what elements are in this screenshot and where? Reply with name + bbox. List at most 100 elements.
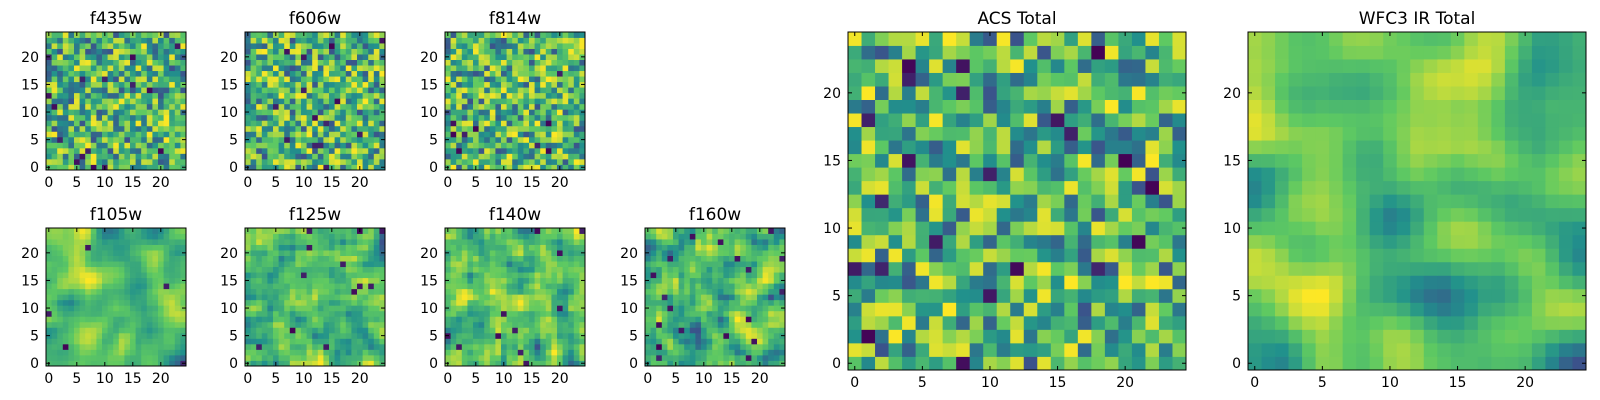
heatmap-cell [762,288,769,295]
heatmap-cell [956,207,971,222]
heatmap-cell [573,32,580,38]
heatmap-cell [267,277,274,284]
heatmap-cell [317,305,324,312]
heatmap-cell [256,244,263,251]
heatmap-cell [323,283,330,290]
heatmap-cell [267,332,274,339]
heatmap-cell [79,255,86,262]
heatmap-cell [146,98,153,105]
heatmap-cell [118,310,125,317]
heatmap-cell [118,239,125,245]
heatmap-cell [312,255,319,262]
heatmap-cell [489,343,496,350]
heatmap-cell [135,92,142,99]
heatmap-cell [152,158,159,165]
heatmap-cell [107,32,114,38]
heatmap-cell [445,349,451,356]
heatmap-cell [529,87,535,94]
heatmap-cell [1118,356,1133,371]
heatmap-cell [340,32,347,38]
heatmap-cell [68,283,75,290]
heatmap-cell [163,59,170,66]
heatmap-cell [345,114,352,121]
heatmap-cell [256,343,263,350]
heatmap-cell [46,316,52,323]
heatmap-cell [79,321,86,328]
heatmap-cell [284,288,291,295]
heatmap-cell [46,283,52,290]
heatmap-cell [68,343,75,350]
heatmap-cell [489,81,496,88]
heatmap-cell [573,125,580,132]
y-tick-label: 0 [429,356,438,372]
heatmap-cell [1145,261,1160,276]
heatmap-cell [273,70,279,77]
heatmap-cell [373,294,380,301]
y-tick-label: 5 [30,133,39,149]
heatmap-cell [902,248,916,263]
heatmap-cell [57,305,64,312]
heatmap-cell [379,131,386,138]
heatmap-cell [278,120,285,127]
heatmap-cell [174,114,181,121]
heatmap-cell [317,114,324,121]
heatmap-cell [734,360,741,367]
heatmap-cell [301,354,307,361]
heatmap-cell [495,266,502,273]
heatmap-cell [740,283,747,290]
heatmap-cell [689,338,696,345]
heatmap-cell [768,233,775,240]
heatmap-cell [90,354,97,361]
heatmap-cell [62,114,69,121]
heatmap-cell [501,87,507,94]
heatmap-cell [667,228,674,234]
heatmap-cell [301,70,307,77]
heatmap-cell [135,244,142,251]
heatmap-cell [256,158,263,165]
heatmap-cell [523,239,530,245]
heatmap-cell [684,321,691,328]
heatmap-cell [96,65,103,72]
heatmap-cell [512,81,519,88]
x-tick-label: 0 [243,371,252,387]
heatmap-cell [461,164,468,171]
heatmap-cell [329,87,335,94]
heatmap-cell [152,250,159,256]
heatmap-cell [250,349,257,356]
heatmap-cell [478,120,485,127]
heatmap-cell [85,316,92,323]
heatmap-cell [512,125,519,132]
heatmap-cell [295,125,302,132]
heatmap-cell [301,131,307,138]
heatmap-cell [506,164,513,171]
heatmap-cell [484,255,491,262]
heatmap-cell [158,120,164,127]
heatmap-cell [579,65,586,72]
heatmap-cell [523,103,530,110]
heatmap-cell [551,98,558,105]
heatmap-cell [107,316,114,323]
heatmap-cell [540,59,547,66]
heatmap-cell [461,343,468,350]
heatmap-cell [345,321,352,328]
heatmap-cell [141,255,148,262]
heatmap-cell [146,164,153,171]
heatmap-cell [284,283,291,290]
heatmap-cell [85,360,92,367]
heatmap-cell [562,299,569,306]
heatmap-cell [506,244,513,251]
heatmap-cell [146,54,153,60]
heatmap-cell [46,244,52,251]
heatmap-cell [245,239,251,245]
heatmap-cell [351,316,358,323]
heatmap-cell [484,277,491,284]
heatmap-cell [273,261,279,268]
heatmap-cell [102,125,108,132]
heatmap-cell [723,321,730,328]
heatmap-cell [573,54,580,60]
heatmap-cell [267,125,274,132]
heatmap-cell [540,343,547,350]
heatmap-cell [124,114,131,121]
heatmap-cell [169,332,176,339]
heatmap-cell [757,343,763,350]
